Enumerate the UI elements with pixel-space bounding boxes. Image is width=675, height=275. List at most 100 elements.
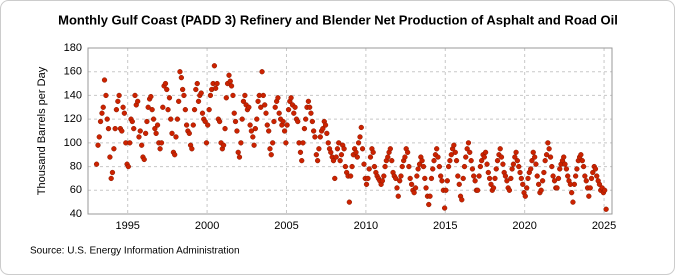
point bbox=[354, 154, 360, 160]
x-tick-label: 2020 bbox=[512, 220, 536, 232]
point bbox=[546, 146, 552, 152]
point bbox=[99, 110, 105, 116]
point bbox=[342, 163, 349, 170]
point bbox=[557, 166, 563, 172]
point bbox=[213, 85, 219, 91]
point bbox=[322, 122, 329, 128]
point bbox=[297, 149, 304, 155]
point bbox=[141, 156, 147, 163]
point bbox=[583, 178, 589, 184]
point bbox=[337, 157, 343, 164]
point bbox=[236, 154, 243, 160]
point bbox=[252, 125, 259, 132]
point bbox=[120, 104, 126, 110]
point bbox=[494, 157, 501, 164]
point bbox=[478, 157, 485, 164]
point bbox=[181, 92, 187, 99]
point bbox=[522, 193, 528, 199]
point bbox=[359, 146, 366, 152]
point bbox=[223, 95, 229, 101]
point bbox=[592, 166, 599, 172]
point bbox=[271, 118, 277, 125]
point bbox=[113, 107, 120, 113]
point bbox=[119, 128, 125, 134]
point bbox=[267, 146, 273, 152]
point bbox=[347, 173, 354, 179]
point bbox=[336, 140, 342, 146]
point bbox=[160, 104, 166, 110]
point bbox=[301, 125, 308, 132]
point bbox=[513, 149, 519, 155]
point bbox=[532, 154, 538, 160]
point bbox=[300, 140, 306, 146]
point bbox=[166, 95, 173, 101]
point bbox=[596, 181, 603, 188]
point bbox=[137, 128, 143, 134]
point bbox=[430, 166, 436, 172]
point bbox=[295, 118, 301, 125]
point bbox=[207, 92, 214, 99]
point bbox=[101, 77, 108, 83]
point bbox=[283, 140, 289, 146]
point bbox=[263, 110, 269, 116]
point bbox=[444, 178, 450, 184]
point bbox=[441, 205, 448, 211]
point bbox=[194, 80, 200, 87]
point bbox=[353, 149, 359, 155]
point bbox=[317, 134, 323, 140]
point bbox=[260, 92, 266, 99]
point bbox=[314, 157, 321, 164]
point bbox=[309, 118, 316, 125]
point bbox=[93, 161, 100, 167]
point bbox=[471, 173, 477, 179]
y-tick-label: 40 bbox=[70, 208, 82, 220]
point bbox=[255, 98, 261, 105]
point bbox=[447, 157, 453, 164]
point bbox=[406, 163, 412, 170]
point bbox=[182, 107, 188, 113]
point bbox=[365, 175, 371, 182]
x-tick-label: 1995 bbox=[115, 220, 139, 232]
point bbox=[144, 118, 150, 125]
point bbox=[176, 98, 182, 105]
point bbox=[431, 157, 437, 164]
point bbox=[105, 125, 112, 132]
point bbox=[571, 181, 578, 188]
x-tick-label: 2000 bbox=[195, 220, 219, 232]
point bbox=[366, 166, 372, 172]
point bbox=[490, 185, 497, 191]
point bbox=[280, 118, 286, 125]
point bbox=[588, 175, 595, 182]
point bbox=[272, 104, 278, 110]
point bbox=[150, 116, 157, 122]
point bbox=[468, 157, 474, 164]
point bbox=[381, 173, 387, 179]
point bbox=[465, 140, 472, 146]
point bbox=[398, 173, 404, 179]
point bbox=[97, 118, 104, 125]
point bbox=[324, 130, 330, 137]
point bbox=[234, 128, 240, 134]
point bbox=[285, 107, 292, 113]
point bbox=[162, 80, 169, 87]
point bbox=[586, 193, 592, 199]
point bbox=[361, 161, 367, 167]
point bbox=[408, 181, 415, 188]
point bbox=[135, 98, 141, 105]
point bbox=[504, 178, 510, 184]
point bbox=[308, 110, 314, 116]
y-tick-label: 160 bbox=[64, 66, 82, 78]
point bbox=[189, 146, 195, 152]
point bbox=[580, 163, 587, 170]
point bbox=[305, 98, 312, 105]
point bbox=[484, 161, 490, 167]
point bbox=[461, 163, 468, 170]
point bbox=[578, 152, 584, 158]
point bbox=[549, 163, 555, 170]
point bbox=[460, 175, 466, 182]
point bbox=[367, 154, 374, 160]
point bbox=[178, 74, 185, 81]
point bbox=[554, 185, 560, 191]
point bbox=[594, 173, 600, 179]
point bbox=[516, 163, 522, 170]
